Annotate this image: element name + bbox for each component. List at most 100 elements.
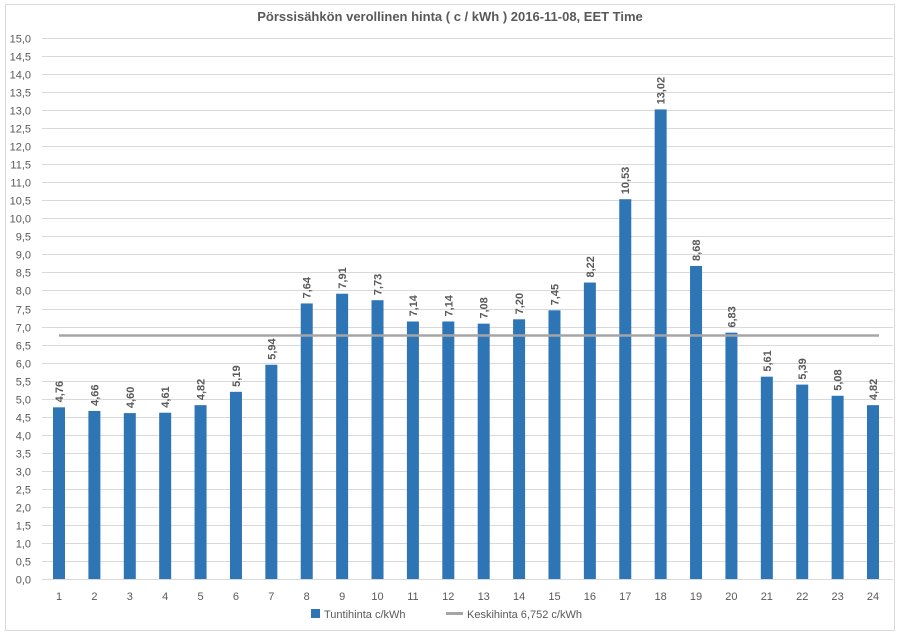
bar — [831, 395, 844, 579]
bar — [548, 310, 561, 579]
data-label: 5,61 — [762, 350, 774, 371]
bar — [265, 364, 278, 579]
data-label: 7,64 — [302, 276, 314, 298]
data-label: 7,14 — [408, 294, 420, 316]
x-tick-label: 14 — [513, 591, 525, 603]
y-tick-label: 8,0 — [16, 286, 31, 298]
data-label: 7,45 — [549, 284, 561, 305]
data-label: 4,82 — [868, 379, 880, 400]
y-tick-label: 13,0 — [10, 106, 31, 118]
y-tick-label: 3,0 — [16, 467, 31, 479]
y-tick-label: 2,5 — [16, 485, 31, 497]
y-tick-label: 12,0 — [10, 142, 31, 154]
y-tick-label: 7,0 — [16, 323, 31, 335]
y-tick-label: 11,5 — [10, 160, 31, 172]
y-tick-label: 6,0 — [16, 359, 31, 371]
data-label: 6,83 — [726, 306, 738, 327]
legend-label-line: Keskihinta 6,752 c/kWh — [467, 609, 582, 621]
y-tick-label: 1,0 — [16, 539, 31, 551]
y-tick-label: 9,0 — [16, 250, 31, 262]
y-tick-label: 14,0 — [10, 70, 31, 82]
y-tick-label: 3,5 — [16, 449, 31, 461]
y-tick-label: 5,0 — [16, 395, 31, 407]
x-tick-label: 22 — [796, 591, 808, 603]
y-tick-label: 4,0 — [16, 431, 31, 443]
y-tick-label: 9,5 — [16, 232, 31, 244]
x-tick-label: 5 — [198, 591, 204, 603]
data-label: 7,08 — [479, 297, 491, 318]
x-tick-label: 15 — [548, 591, 560, 603]
y-tick-label: 6,5 — [16, 341, 31, 353]
bar — [159, 412, 172, 579]
x-tick-label: 13 — [478, 591, 490, 603]
data-label: 10,53 — [620, 167, 632, 195]
y-tick-label: 5,5 — [16, 377, 31, 389]
bar — [583, 282, 596, 579]
bar — [53, 407, 65, 579]
data-label: 4,82 — [196, 379, 208, 400]
bar — [654, 109, 667, 580]
y-tick-label: 10,0 — [10, 214, 31, 226]
y-tick-label: 0,5 — [16, 557, 31, 569]
x-tick-label: 10 — [371, 591, 383, 603]
data-label: 4,66 — [89, 385, 101, 406]
legend-swatch-bar — [311, 609, 320, 618]
y-tick-label: 0,0 — [16, 575, 31, 587]
bar — [88, 410, 101, 579]
bar — [690, 265, 703, 579]
x-tick-label: 19 — [690, 591, 702, 603]
x-tick-label: 2 — [91, 591, 97, 603]
y-tick-label: 15,0 — [10, 34, 31, 46]
bar — [760, 376, 773, 579]
x-tick-label: 16 — [584, 591, 596, 603]
y-tick-label: 12,5 — [10, 124, 31, 136]
x-tick-label: 12 — [442, 591, 454, 603]
bar — [229, 391, 242, 579]
data-label: 4,61 — [160, 386, 172, 407]
bar — [477, 323, 490, 579]
y-tick-label: 11,0 — [10, 178, 31, 190]
bar — [725, 332, 738, 579]
x-tick-label: 9 — [339, 591, 345, 603]
x-tick-label: 8 — [304, 591, 310, 603]
data-label: 8,68 — [691, 240, 703, 261]
bar — [867, 405, 879, 579]
x-tick-label: 21 — [761, 591, 773, 603]
bar — [796, 384, 809, 579]
chart-title: Pörssisähkön verollinen hinta ( c / kWh … — [257, 9, 643, 24]
bar — [442, 321, 455, 579]
data-label: 5,08 — [833, 369, 845, 390]
data-label: 5,94 — [266, 337, 278, 359]
y-tick-label: 7,5 — [16, 305, 31, 317]
x-tick-label: 23 — [831, 591, 843, 603]
data-label: 7,91 — [337, 267, 349, 288]
data-label: 5,39 — [797, 358, 809, 379]
data-label: 4,60 — [125, 387, 137, 408]
legend: Tuntihinta c/kWh Keskihinta 6,752 c/kWh — [311, 609, 582, 621]
x-tick-label: 1 — [56, 591, 62, 603]
x-tick-label: 18 — [655, 591, 667, 603]
bar — [194, 405, 207, 579]
y-tick-label: 10,5 — [10, 196, 31, 208]
x-tick-label: 11 — [407, 591, 418, 603]
legend-label-bar: Tuntihinta c/kWh — [324, 609, 406, 621]
y-tick-label: 14,5 — [10, 52, 31, 64]
data-label: 4,76 — [54, 381, 66, 402]
y-tick-label: 2,0 — [16, 503, 31, 515]
bar — [300, 303, 313, 579]
x-tick-label: 7 — [268, 591, 274, 603]
data-label: 7,14 — [443, 294, 455, 316]
y-tick-label: 1,5 — [16, 521, 31, 533]
bar — [123, 413, 136, 579]
bar — [336, 293, 349, 579]
data-label: 5,19 — [231, 365, 243, 386]
y-tick-label: 13,5 — [10, 88, 31, 100]
x-tick-label: 17 — [619, 591, 631, 603]
y-tick-label: 4,5 — [16, 413, 31, 425]
x-tick-label: 3 — [127, 591, 133, 603]
data-label: 7,20 — [514, 293, 526, 314]
x-tick-label: 4 — [162, 591, 168, 603]
data-label: 7,73 — [373, 274, 385, 295]
y-tick-label: 8,5 — [16, 268, 31, 280]
